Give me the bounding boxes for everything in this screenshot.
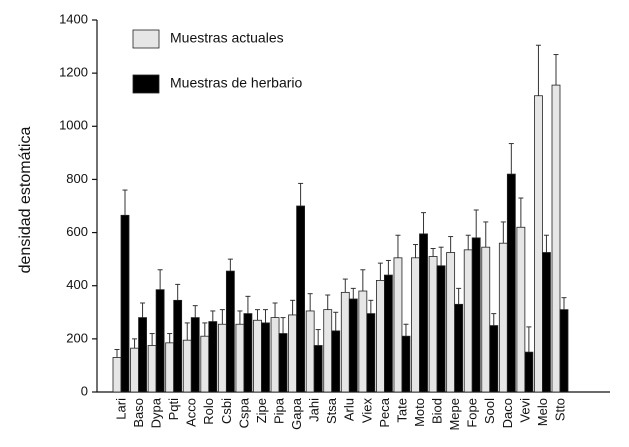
x-tick-label: Vevi xyxy=(517,398,532,423)
bar xyxy=(358,290,368,393)
y-tick-label: 1400 xyxy=(59,11,88,26)
bar xyxy=(498,242,508,393)
bar xyxy=(366,313,376,393)
bar xyxy=(182,339,192,393)
y-tick-label: 200 xyxy=(66,330,88,345)
bar xyxy=(261,322,270,393)
x-tick-label: Zipe xyxy=(254,398,269,423)
bar xyxy=(225,270,235,393)
bar xyxy=(331,330,341,393)
x-tick-label: Melo xyxy=(535,398,550,426)
x-tick-label: Baso xyxy=(131,398,146,428)
x-tick-label: Moto xyxy=(412,398,427,427)
x-tick-label: Peca xyxy=(377,397,392,427)
legend-swatch xyxy=(132,29,160,49)
bar xyxy=(383,274,393,393)
bar xyxy=(375,279,385,393)
legend-label: Muestras de herbario xyxy=(170,75,303,91)
bar xyxy=(243,313,253,393)
bar xyxy=(340,291,350,393)
bar xyxy=(419,233,428,393)
x-tick-label: Sool xyxy=(482,398,497,424)
legend-swatch xyxy=(132,74,160,94)
bar xyxy=(313,345,323,393)
x-tick-label: Gapa xyxy=(289,397,304,430)
bar xyxy=(559,309,569,393)
bar xyxy=(190,317,200,393)
bar xyxy=(130,347,139,393)
bar xyxy=(446,252,456,393)
bar xyxy=(296,205,306,393)
bar xyxy=(147,345,157,393)
bar xyxy=(348,298,358,393)
bar xyxy=(323,309,333,393)
bar xyxy=(288,314,298,393)
legend-label: Muestras actuales xyxy=(170,30,284,46)
bar xyxy=(542,252,551,393)
bar xyxy=(471,237,481,393)
bar xyxy=(436,265,446,393)
x-tick-label: Pqti xyxy=(166,398,181,421)
bar xyxy=(393,257,403,393)
bar xyxy=(516,226,526,393)
x-tick-label: Rolo xyxy=(201,398,216,425)
x-tick-label: Dypa xyxy=(149,397,164,428)
bar xyxy=(253,319,262,393)
y-tick-label: 600 xyxy=(66,224,88,239)
x-tick-label: Stsa xyxy=(324,397,339,424)
y-tick-label: 400 xyxy=(66,277,88,292)
bar xyxy=(165,342,175,393)
bar xyxy=(173,299,183,393)
y-tick-label: 800 xyxy=(66,171,88,186)
bar xyxy=(524,351,534,393)
bar xyxy=(401,335,411,393)
x-tick-label: Jahi xyxy=(307,398,322,422)
x-tick-label: Biod xyxy=(430,398,445,424)
bar xyxy=(112,357,122,393)
bar xyxy=(155,289,165,393)
bar xyxy=(217,323,227,393)
bar xyxy=(138,317,147,393)
bar xyxy=(428,256,438,393)
x-tick-label: Lari xyxy=(113,398,128,420)
bar xyxy=(411,257,420,393)
x-tick-label: Arlu xyxy=(342,398,357,421)
bar xyxy=(454,303,464,393)
bar xyxy=(551,84,561,393)
bar xyxy=(235,323,245,393)
y-tick-label: 1000 xyxy=(59,118,88,133)
x-tick-label: Tate xyxy=(394,398,409,423)
bar xyxy=(305,310,315,393)
y-axis-label: densidad estomática xyxy=(17,127,34,274)
x-tick-label: Pipa xyxy=(271,397,286,424)
x-tick-label: Fope xyxy=(465,398,480,428)
bar xyxy=(270,317,280,393)
x-tick-label: Csbi xyxy=(219,398,234,424)
y-tick-label: 1200 xyxy=(59,65,88,80)
x-tick-label: Viex xyxy=(359,398,374,424)
y-tick-label: 0 xyxy=(81,383,88,398)
x-tick-label: Daco xyxy=(500,398,515,428)
bar xyxy=(489,325,499,393)
bar xyxy=(481,246,491,393)
x-tick-label: Stto xyxy=(552,398,567,421)
bar xyxy=(200,335,210,393)
x-tick-label: Acco xyxy=(184,398,199,427)
x-tick-label: Cspa xyxy=(236,397,251,428)
bar xyxy=(120,214,130,393)
bar xyxy=(463,249,473,393)
bar xyxy=(506,173,516,393)
bar xyxy=(534,95,543,393)
bar xyxy=(278,333,288,393)
x-tick-label: Mepe xyxy=(447,398,462,431)
bar xyxy=(208,321,218,393)
